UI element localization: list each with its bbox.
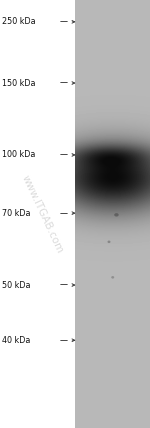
Text: 250 kDa: 250 kDa [2, 17, 35, 27]
Text: —: — [60, 280, 68, 290]
Text: 50 kDa: 50 kDa [2, 280, 30, 290]
Text: 150 kDa: 150 kDa [2, 78, 35, 88]
Text: 70 kDa: 70 kDa [2, 208, 30, 218]
Text: 100 kDa: 100 kDa [2, 150, 35, 160]
Text: —: — [60, 17, 68, 27]
Ellipse shape [114, 213, 119, 217]
Ellipse shape [111, 276, 114, 279]
Text: —: — [60, 78, 68, 88]
Text: —: — [60, 150, 68, 160]
Ellipse shape [108, 241, 111, 243]
Text: —: — [60, 208, 68, 218]
Text: 40 kDa: 40 kDa [2, 336, 30, 345]
Text: www.ITGAB.com: www.ITGAB.com [20, 173, 64, 255]
Text: —: — [60, 336, 68, 345]
